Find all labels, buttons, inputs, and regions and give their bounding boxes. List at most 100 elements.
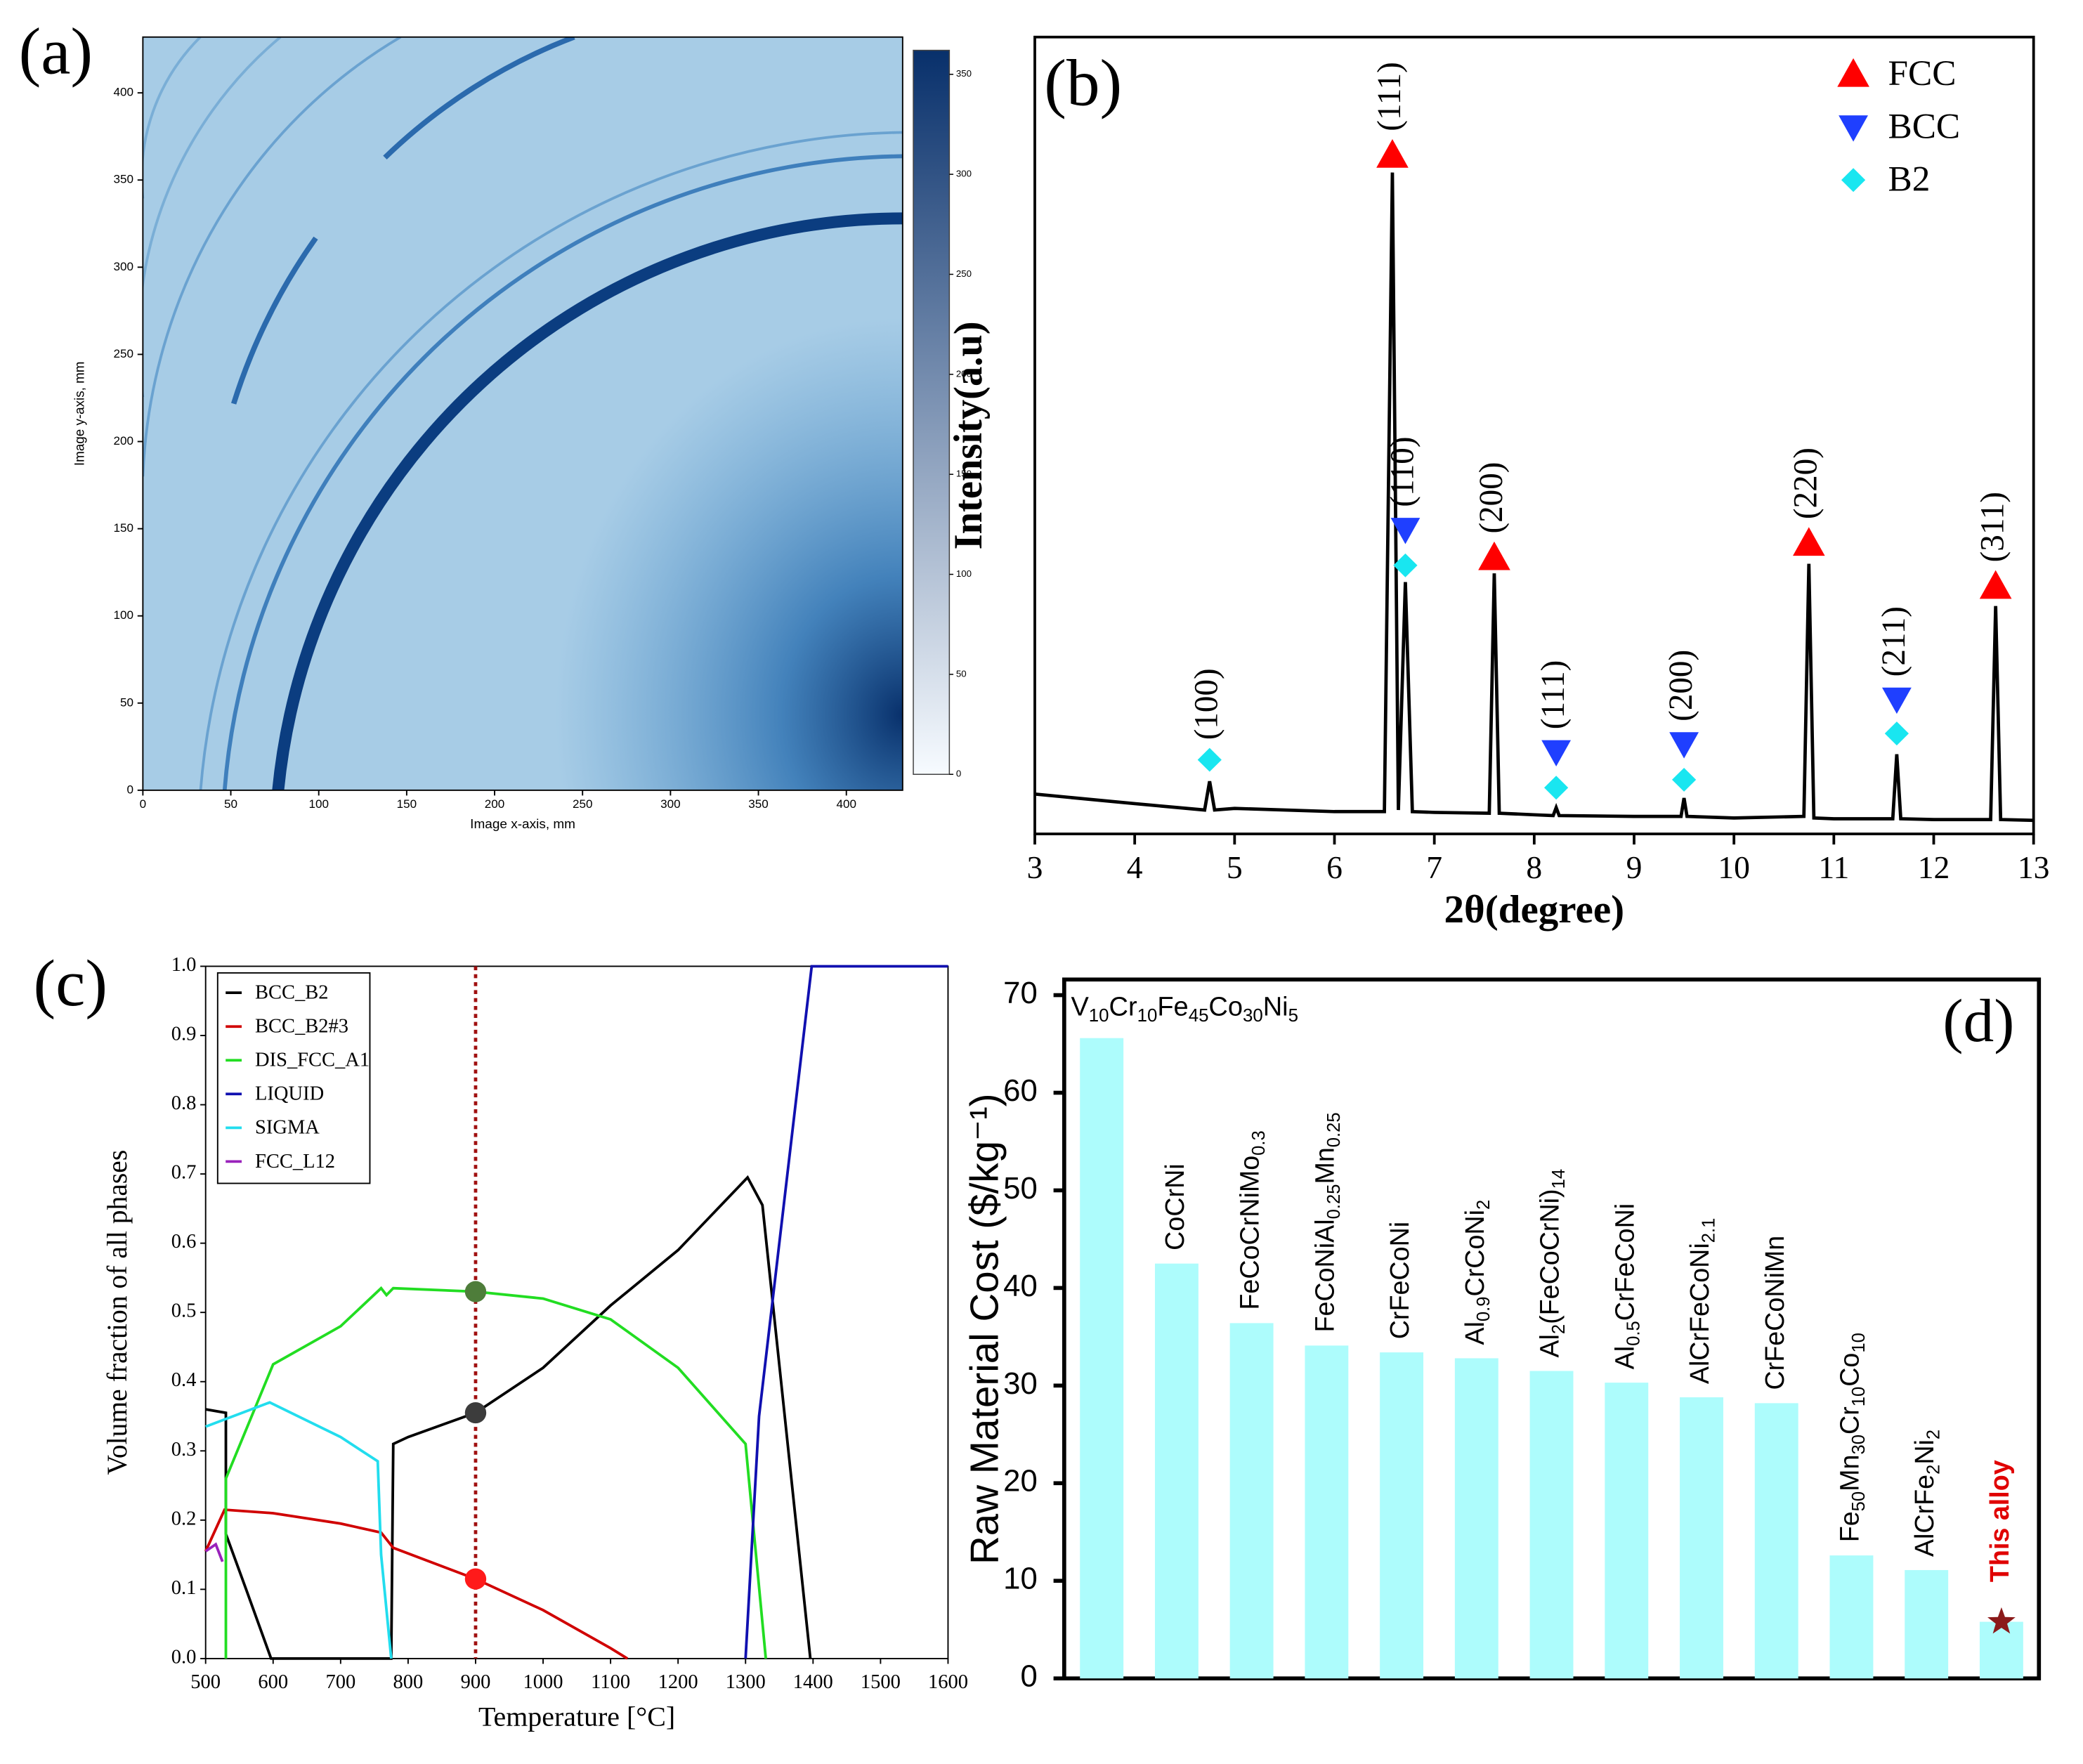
peak-label: (311) — [1974, 492, 2011, 562]
bar — [1680, 1397, 1723, 1679]
colorbar-tick-label: 100 — [956, 568, 972, 579]
y-tick-label: 200 — [114, 434, 134, 447]
subscript: 14 — [1549, 1169, 1569, 1189]
legend-label: DIS_FCC_A1 — [255, 1050, 370, 1071]
category-label: FeCoCrNiMo0.3 — [1236, 1130, 1269, 1309]
y-tick-label: 50 — [120, 695, 133, 709]
text-run: Ni — [1263, 993, 1288, 1022]
category-label: Al2(FeCoCrNi)14 — [1535, 1169, 1568, 1358]
ring — [199, 131, 903, 790]
colorbar-tick-label: 50 — [956, 668, 967, 679]
y-tick-label: 60 — [1003, 1074, 1038, 1108]
category-label: FeCoNiAl0.25Mn0.25 — [1310, 1112, 1343, 1332]
series-line — [204, 1542, 224, 1562]
legend-label: FCC — [1888, 53, 1957, 93]
x-tick-label: 7 — [1426, 850, 1442, 885]
colorbar-tick-label: 150 — [956, 469, 972, 479]
x-tick-label: 500 — [190, 1671, 221, 1693]
y-tick-label: 0 — [127, 783, 134, 796]
legend-marker — [1837, 58, 1869, 87]
category-label: This alloy — [1985, 1460, 2015, 1582]
x-tick-label: 9 — [1626, 850, 1643, 885]
x-tick-label: 5 — [1227, 850, 1243, 885]
subscript: 10 — [1849, 1387, 1869, 1406]
x-tick-label: 1000 — [523, 1671, 563, 1693]
plot-frame — [142, 36, 903, 791]
intensity-glow — [555, 318, 903, 790]
text-run: Mn — [1835, 1454, 1865, 1491]
x-tick-label: 11 — [1818, 850, 1849, 885]
text-run: Fe — [1157, 993, 1188, 1022]
x-tick-label: 700 — [325, 1671, 355, 1693]
peak-label: (220) — [1788, 447, 1824, 519]
x-tick-label: 1600 — [928, 1671, 968, 1693]
category-label: Fe50Mn30Cr10Co10 — [1835, 1333, 1868, 1542]
y-tick-label: 1.0 — [171, 954, 197, 976]
bar — [1529, 1371, 1574, 1679]
series-line — [224, 1286, 767, 1659]
text-run: FeCoCrNiMo — [1236, 1156, 1265, 1310]
legend-label: BCC_B2 — [255, 982, 329, 1004]
y-tick-label: 100 — [114, 608, 134, 622]
x-tick-label: 1500 — [861, 1671, 901, 1693]
x-tick-label: 12 — [1918, 850, 1950, 885]
subscript: 30 — [1243, 1006, 1263, 1026]
x-tick-label: 600 — [258, 1671, 288, 1693]
subscript: 50 — [1849, 1491, 1869, 1511]
bar — [1154, 1263, 1199, 1679]
text-run: V — [1071, 993, 1089, 1022]
peak-marker — [1671, 767, 1697, 792]
ring — [143, 37, 402, 477]
y-tick-label: 70 — [1003, 976, 1038, 1010]
subscript: 5 — [1288, 1006, 1298, 1026]
legend-marker — [1839, 115, 1868, 142]
x-tick-label: 200 — [485, 797, 505, 811]
peak-label: (110) — [1384, 436, 1421, 507]
bar — [1754, 1403, 1798, 1679]
bar — [1380, 1352, 1424, 1679]
ring — [143, 37, 282, 398]
y-tick-label: 10 — [1003, 1562, 1038, 1596]
y-tick-label: 0.3 — [171, 1439, 197, 1461]
subscript: 10 — [1089, 1006, 1109, 1026]
data-line — [1034, 172, 2034, 823]
peak-marker — [1979, 570, 2012, 599]
text-run: AlCrFe — [1910, 1475, 1940, 1557]
text-run: CrFeCoNiMn — [1761, 1236, 1790, 1390]
y-tick-label: 250 — [114, 347, 134, 360]
series-line — [205, 1175, 812, 1660]
x-axis-label: Image x-axis, mm — [470, 817, 575, 832]
peak-label: (100) — [1189, 668, 1225, 740]
x-tick-label: 800 — [393, 1671, 424, 1693]
legend-label: BCC_B2#3 — [255, 1016, 348, 1038]
panel-label: (a) — [19, 15, 93, 89]
subscript: 0.25 — [1324, 1112, 1343, 1147]
y-tick-label: 40 — [1003, 1269, 1038, 1303]
peak-label: (111) — [1535, 660, 1572, 730]
text-run: CrCoNi — [1461, 1210, 1490, 1296]
bar — [1829, 1555, 1874, 1679]
y-tick-label: 0.1 — [171, 1577, 197, 1599]
panel-label: (c) — [34, 947, 107, 1020]
peak-label: (200) — [1473, 462, 1510, 534]
subscript: 0.3 — [1249, 1130, 1269, 1156]
y-axis-label: Image y-axis, mm — [72, 362, 87, 466]
panel-label: (b) — [1044, 47, 1122, 120]
subscript: 2 — [1924, 1465, 1943, 1475]
series-line — [205, 1401, 393, 1659]
text-run: Mn — [1310, 1147, 1340, 1184]
colorbar-tick-label: 300 — [956, 169, 972, 179]
category-label: CrFeCoNiMn — [1761, 1236, 1790, 1390]
y-tick-label: 0.0 — [171, 1647, 197, 1668]
ring — [230, 37, 575, 405]
subscript: 10 — [1137, 1006, 1158, 1026]
subscript: 0.9 — [1474, 1296, 1494, 1321]
x-tick-label: 50 — [224, 797, 237, 811]
subscript: 45 — [1189, 1006, 1209, 1026]
text-run: Ni — [1910, 1439, 1940, 1465]
y-tick-label: 0.7 — [171, 1162, 197, 1184]
legend-box — [216, 972, 371, 1184]
y-tick-label: 0.2 — [171, 1508, 197, 1529]
highlight-point — [464, 1402, 487, 1424]
